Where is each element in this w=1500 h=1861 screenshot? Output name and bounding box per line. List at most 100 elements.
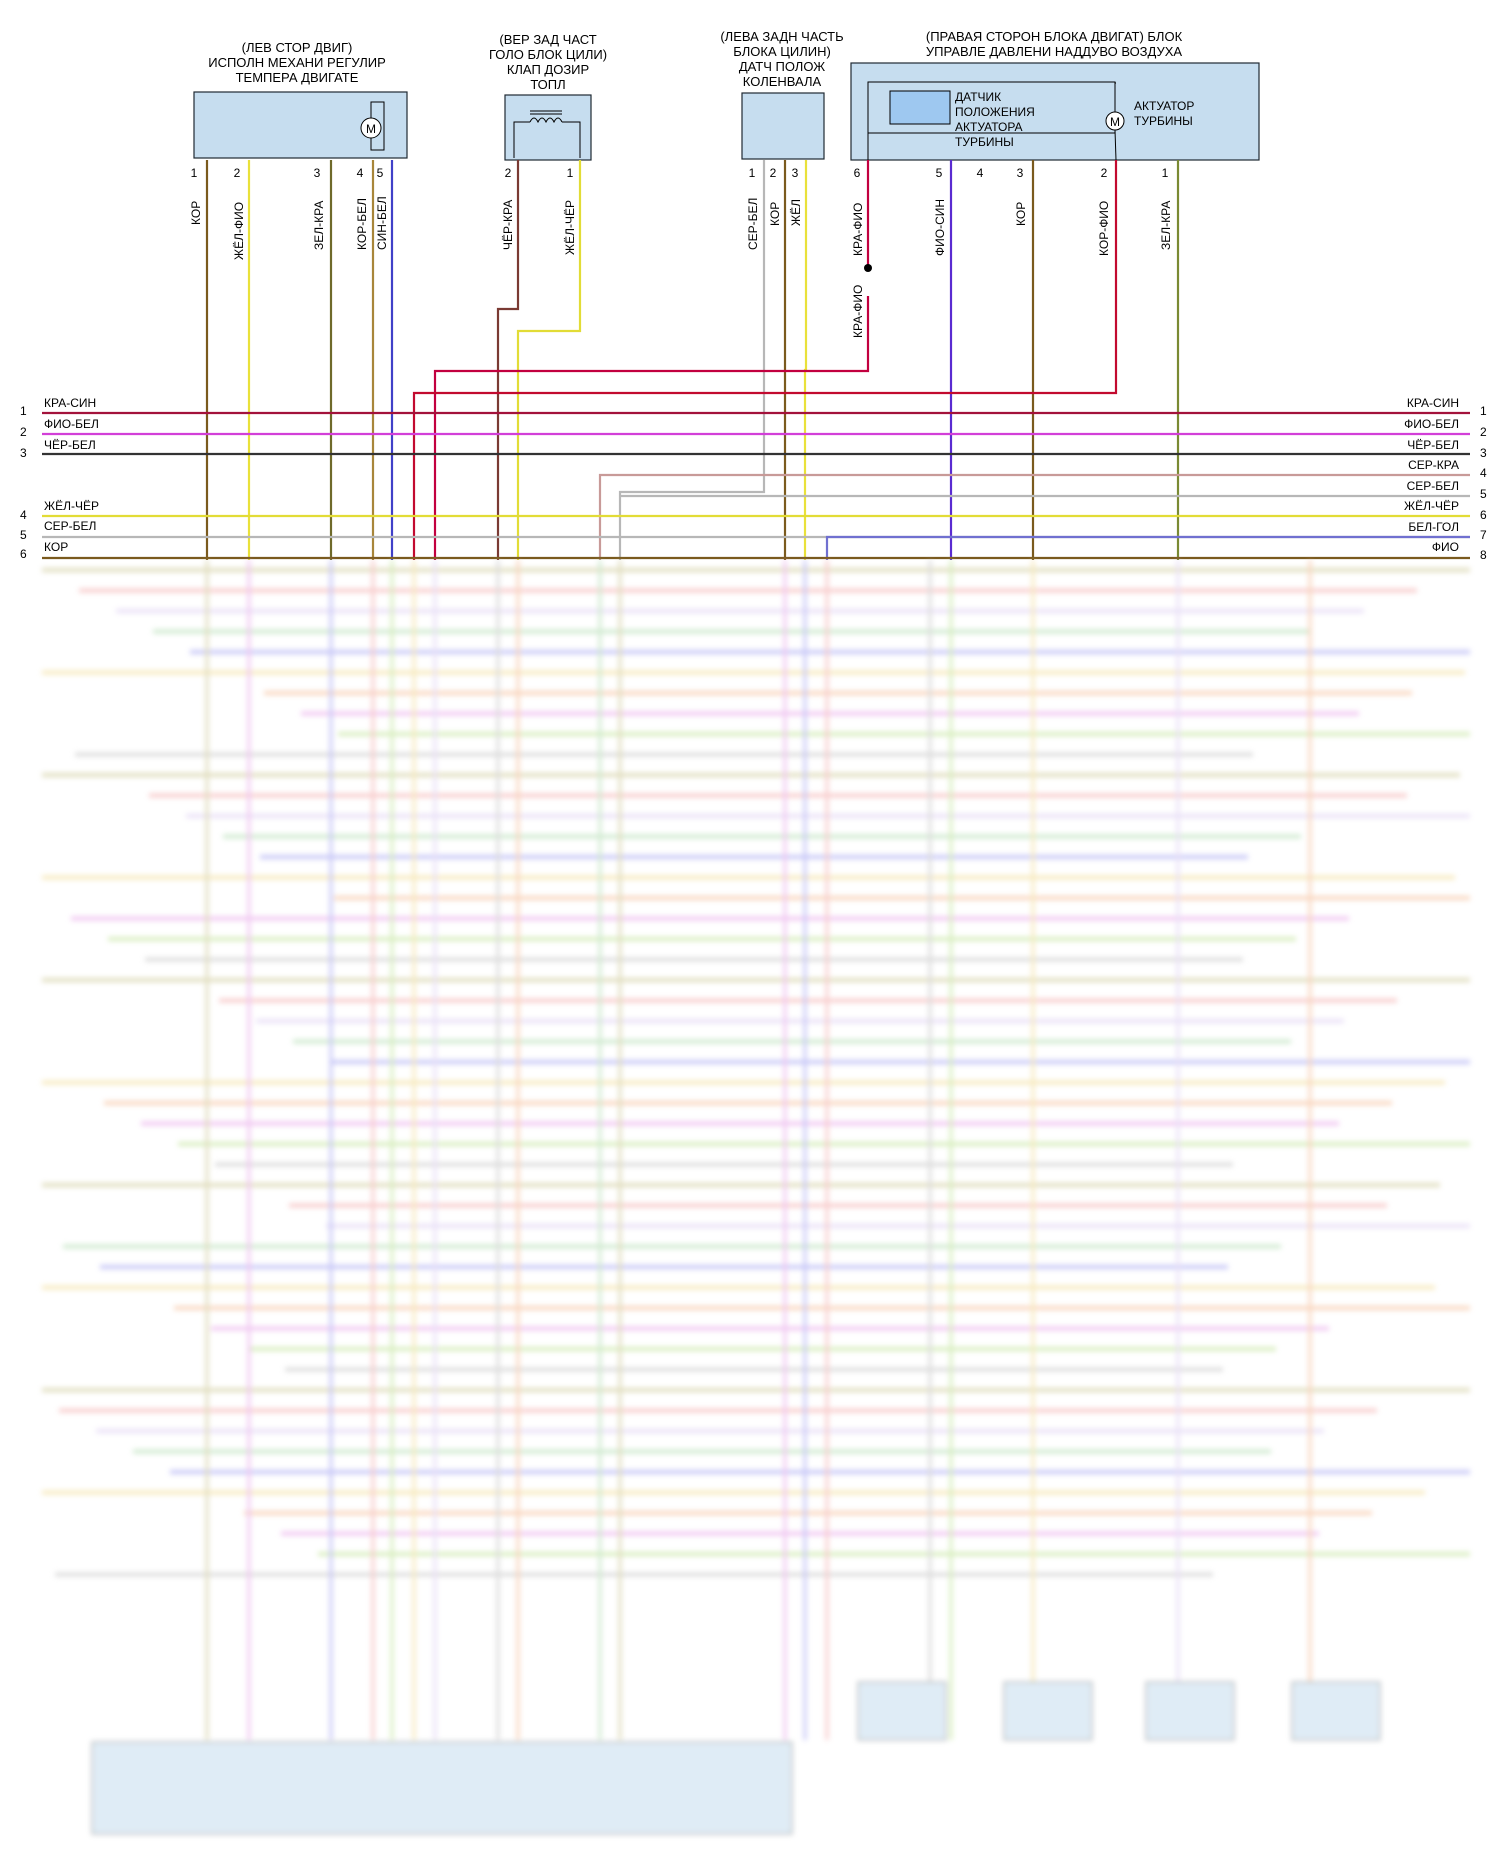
blurred-component-2 bbox=[1003, 1681, 1093, 1741]
right-wire-1: КРА-СИН bbox=[1407, 396, 1459, 410]
bus-lines bbox=[42, 411, 1470, 560]
c1-title-2: ИСПОЛН МЕХАНИ РЕГУЛИР bbox=[208, 55, 386, 70]
blurred-component-1 bbox=[857, 1681, 947, 1741]
c4-wire-3: КОР bbox=[1014, 202, 1028, 226]
c4-pin-2: 2 bbox=[1101, 166, 1108, 180]
c2-body bbox=[504, 94, 592, 161]
right-pin-8: 8 bbox=[1480, 548, 1487, 562]
c4-sensor-3: АКТУАТОРА bbox=[955, 120, 1023, 134]
c4-sensor-2: ПОЛОЖЕНИЯ bbox=[955, 105, 1035, 119]
c4-pin-1: 1 bbox=[1162, 166, 1169, 180]
c4-title-2: УПРАВЛЕ ДАВЛЕНИ НАДДУВО ВОЗДУХА bbox=[926, 44, 1183, 59]
c1-wire-2: ЖЁЛ-ФИО bbox=[232, 202, 246, 260]
component-boost-control: (ПРАВАЯ СТОРОН БЛОКА ДВИГАТ) БЛОК УПРАВЛ… bbox=[850, 29, 1260, 338]
coil-icon bbox=[513, 110, 581, 158]
c2-pin-2: 2 bbox=[505, 166, 512, 180]
c4-wire-2: КОР-ФИО bbox=[1097, 201, 1111, 256]
c4-sensor-4: ТУРБИНЫ bbox=[955, 135, 1014, 149]
c3-title-1: (ЛЕВА ЗАДН ЧАСТЬ bbox=[720, 29, 843, 44]
c4-pin-5: 5 bbox=[936, 166, 943, 180]
right-wire-3: ЧЁР-БЕЛ bbox=[1407, 438, 1459, 452]
right-pin-6: 6 bbox=[1480, 508, 1487, 522]
left-wire-2: ФИО-БЕЛ bbox=[44, 417, 99, 431]
left-wire-3: ЧЁР-БЕЛ bbox=[44, 438, 96, 452]
blurred-horizontal-wires bbox=[42, 568, 1470, 1577]
c3-pin-1: 1 bbox=[749, 166, 756, 180]
c3-wire-1: СЕР-БЕЛ bbox=[746, 198, 760, 250]
sensor-icon bbox=[889, 90, 951, 125]
blurred-ecu-block bbox=[91, 1741, 793, 1835]
right-pin-5: 5 bbox=[1480, 487, 1487, 501]
c4-motor-label: M bbox=[1110, 115, 1120, 129]
left-bus-labels: 1 КРА-СИН 2 ФИО-БЕЛ 3 ЧЁР-БЕЛ 4 ЖЁЛ-ЧЁР … bbox=[20, 396, 99, 561]
c3-title-3: ДАТЧ ПОЛОЖ bbox=[739, 59, 825, 74]
c1-pin-2: 2 bbox=[234, 166, 241, 180]
c1-wire-1: КОР bbox=[189, 201, 203, 225]
component-temp-actuator: (ЛЕВ СТОР ДВИГ) ИСПОЛН МЕХАНИ РЕГУЛИР ТЕ… bbox=[189, 40, 408, 260]
c4-wire-5: ФИО-СИН bbox=[933, 199, 947, 256]
c2-title-4: ТОПЛ bbox=[530, 77, 565, 92]
c4-sensor-1: ДАТЧИК bbox=[955, 90, 1001, 104]
left-pin-4: 4 bbox=[20, 508, 27, 522]
blurred-component-3 bbox=[1145, 1681, 1235, 1741]
left-pin-5: 5 bbox=[20, 528, 27, 542]
c3-body bbox=[741, 92, 825, 160]
right-wire-5: СЕР-БЕЛ bbox=[1407, 479, 1459, 493]
c1-pins: 1 2 3 4 5 КОР ЖЁЛ-ФИО ЗЕЛ-КРА КОР-БЕЛ СИ… bbox=[189, 166, 389, 260]
right-wire-8: ФИО bbox=[1432, 540, 1459, 554]
c1-wire-3: ЗЕЛ-КРА bbox=[312, 201, 326, 250]
c1-pin-5: 5 bbox=[377, 166, 384, 180]
splice-point bbox=[864, 264, 872, 272]
c4-pin-6: 6 bbox=[854, 166, 861, 180]
c1-motor-label: M bbox=[366, 122, 376, 136]
right-pin-4: 4 bbox=[1480, 466, 1487, 480]
c1-wire-4: КОР-БЕЛ bbox=[355, 198, 369, 250]
left-wire-4: ЖЁЛ-ЧЁР bbox=[44, 499, 99, 513]
left-wire-5: СЕР-БЕЛ bbox=[44, 519, 96, 533]
right-pin-7: 7 bbox=[1480, 528, 1487, 542]
c4-act-1: АКТУАТОР bbox=[1134, 99, 1194, 113]
c2-title-3: КЛАП ДОЗИР bbox=[507, 62, 589, 77]
c3-pin-3: 3 bbox=[792, 166, 799, 180]
c3-wire-3: ЖЁЛ bbox=[789, 199, 803, 226]
left-wire-1: КРА-СИН bbox=[44, 396, 96, 410]
component-fuel-valve: (ВЕР ЗАД ЧАСТ ГОЛО БЛОК ЦИЛИ) КЛАП ДОЗИР… bbox=[489, 32, 607, 255]
c3-title-2: БЛОКА ЦИЛИН) bbox=[733, 44, 831, 59]
c2-wire-2: ЧЁР-КРА bbox=[501, 200, 515, 250]
left-pin-3: 3 bbox=[20, 446, 27, 460]
blurred-vertical-wires bbox=[205, 560, 1312, 1740]
right-wire-6: ЖЁЛ-ЧЁР bbox=[1404, 499, 1459, 513]
right-pin-3: 3 bbox=[1480, 446, 1487, 460]
c2-pin-1: 1 bbox=[567, 166, 574, 180]
c1-title-3: ТЕМПЕРА ДВИГАТЕ bbox=[236, 70, 359, 85]
c1-wire-5: СИН-БЕЛ bbox=[375, 196, 389, 250]
right-pin-2: 2 bbox=[1480, 425, 1487, 439]
c4-act-2: ТУРБИНЫ bbox=[1134, 114, 1193, 128]
c2-title-1: (ВЕР ЗАД ЧАСТ bbox=[499, 32, 596, 47]
c4-pin-3: 3 bbox=[1017, 166, 1024, 180]
blurred-component-4 bbox=[1291, 1681, 1381, 1741]
c3-pin-2: 2 bbox=[770, 166, 777, 180]
c2-title-2: ГОЛО БЛОК ЦИЛИ) bbox=[489, 47, 607, 62]
c4-splice-wire: КРА-ФИО bbox=[851, 285, 865, 338]
c4-wire-6: КРА-ФИО bbox=[851, 203, 865, 256]
right-bus-labels: КРА-СИН 1 ФИО-БЕЛ 2 ЧЁР-БЕЛ 3 СЕР-КРА 4 … bbox=[1404, 396, 1487, 562]
c4-title-1: (ПРАВАЯ СТОРОН БЛОКА ДВИГАТ) БЛОК bbox=[926, 29, 1183, 44]
c4-wire-1: ЗЕЛ-КРА bbox=[1159, 201, 1173, 250]
c1-title-1: (ЛЕВ СТОР ДВИГ) bbox=[242, 40, 353, 55]
c1-pin-3: 3 bbox=[314, 166, 321, 180]
blurred-lower-diagram bbox=[42, 560, 1470, 1835]
c4-pin-4: 4 bbox=[977, 166, 984, 180]
c2-wire-1: ЖЁЛ-ЧЁР bbox=[563, 200, 577, 255]
component-crank-sensor: (ЛЕВА ЗАДН ЧАСТЬ БЛОКА ЦИЛИН) ДАТЧ ПОЛОЖ… bbox=[720, 29, 843, 250]
right-wire-2: ФИО-БЕЛ bbox=[1404, 417, 1459, 431]
c4-pins: 6 5 4 3 2 1 КРА-ФИО ФИО-СИН КОР КОР-ФИО … bbox=[851, 166, 1173, 338]
left-pin-1: 1 bbox=[20, 404, 27, 418]
c3-wire-2: КОР bbox=[768, 202, 782, 226]
c1-pin-1: 1 bbox=[191, 166, 198, 180]
right-wire-7: БЕЛ-ГОЛ bbox=[1408, 520, 1459, 534]
left-wire-6: КОР bbox=[44, 540, 68, 554]
c1-pin-4: 4 bbox=[357, 166, 364, 180]
